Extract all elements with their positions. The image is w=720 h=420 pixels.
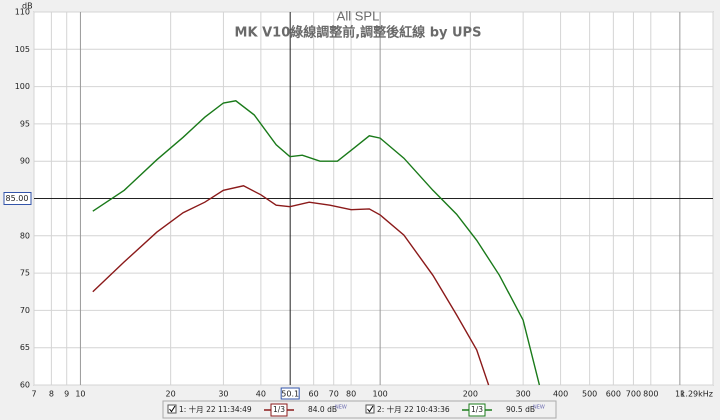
y-tick-label: 65 xyxy=(20,343,30,352)
cursor-y-box xyxy=(3,192,32,205)
series-line xyxy=(92,185,490,386)
cursor-x-label: 50.1 xyxy=(281,390,299,399)
legend-smoothing-box xyxy=(270,403,288,417)
legend-level: 84.0 dB xyxy=(308,405,337,414)
series-line xyxy=(92,100,541,386)
y-tick-label: 95 xyxy=(20,119,30,128)
x-tick-label: 40 xyxy=(256,390,266,399)
chart-title: All SPL xyxy=(337,8,380,23)
legend-smoothing: 1/3 xyxy=(273,405,285,414)
x-tick-label: 7 xyxy=(31,390,36,399)
y-tick-label: 105 xyxy=(15,45,30,54)
legend-badge: NEW xyxy=(335,405,347,411)
x-tick-label: 800 xyxy=(643,390,658,399)
y-tick-label: 60 xyxy=(20,381,30,390)
legend-name: 1: 十月 22 11:34:49 xyxy=(179,404,252,414)
x-tick-label: 70 xyxy=(329,390,339,399)
legend-check xyxy=(367,405,374,413)
y-tick-label: 70 xyxy=(20,306,30,315)
legend-checkbox xyxy=(365,404,375,414)
y-axis-unit: dB xyxy=(22,2,33,11)
legend-name: 2: 十月 22 10:43:36 xyxy=(377,404,450,414)
legend-level: 90.5 dB xyxy=(506,405,535,414)
x-tick-label: 80 xyxy=(346,390,356,399)
legend-check xyxy=(169,405,176,413)
legend xyxy=(162,400,557,419)
x-tick-label: 1k xyxy=(675,390,685,399)
marks: 50.1 85.00 xyxy=(3,12,713,400)
x-tick-label: 8 xyxy=(49,390,54,399)
x-tick-label: 60 xyxy=(309,390,319,399)
cursor-x-box xyxy=(280,387,300,400)
y-tick-label: 90 xyxy=(20,157,30,166)
legend-smoothing-box xyxy=(468,403,486,417)
y-tick-label: 75 xyxy=(20,269,30,278)
y-tick-label: 110 xyxy=(15,8,30,17)
legend-checkbox xyxy=(167,404,177,414)
x-tick-label: 10 xyxy=(75,390,85,399)
x-tick-label: 600 xyxy=(606,390,621,399)
x-tick-label: 700 xyxy=(626,390,641,399)
x-tick-label: 400 xyxy=(553,390,568,399)
x-tick-label: 20 xyxy=(166,390,176,399)
x-tick-label: 9 xyxy=(64,390,69,399)
legend-badge: NEW xyxy=(533,405,545,411)
chart-subtitle: MK V10綠線調整前,調整後紅線 by UPS xyxy=(235,25,482,41)
x-tick-label: 300 xyxy=(515,390,530,399)
x-tick-label: 200 xyxy=(463,390,478,399)
x-tick-label: 100 xyxy=(372,390,387,399)
y-tick-label: 80 xyxy=(20,231,30,240)
x-tick-label: 1.29kHz xyxy=(680,390,713,399)
x-tick-label: 500 xyxy=(582,390,597,399)
y-tick-label: 100 xyxy=(15,82,30,91)
cursor-y-label: 85.00 xyxy=(6,194,29,203)
legend-smoothing: 1/3 xyxy=(471,405,483,414)
x-tick-label: 30 xyxy=(218,390,228,399)
